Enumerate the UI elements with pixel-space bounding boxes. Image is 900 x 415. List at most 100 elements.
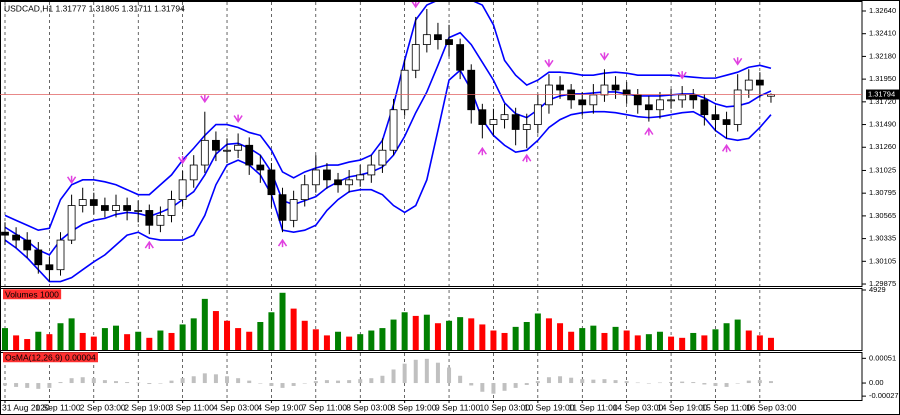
candle-body	[711, 114, 720, 121]
y-tick-label: 1.30105	[869, 256, 896, 265]
main-plot	[0, 2, 862, 286]
volume-bar	[501, 332, 508, 350]
osma-bar	[158, 383, 163, 384]
y-tick-label: 1.30335	[869, 234, 896, 243]
candle-body	[89, 199, 98, 206]
x-tick-label: 15 Sep 11:00	[701, 402, 751, 412]
signal-arrow	[66, 175, 77, 185]
osma-bar	[624, 381, 629, 384]
volume-bar	[701, 335, 708, 350]
candle-body	[167, 199, 176, 216]
osma-bar	[502, 383, 507, 391]
signal-arrow	[721, 143, 732, 153]
osma-bar	[513, 383, 518, 388]
candle-body	[367, 164, 376, 176]
osma-bar	[724, 383, 729, 387]
volume-bar	[401, 312, 408, 350]
volume-bar	[668, 336, 675, 350]
candle-body	[134, 210, 143, 212]
osma-bar	[546, 377, 551, 384]
candle-body	[234, 144, 243, 151]
osma-bar	[768, 381, 773, 384]
volume-bar	[235, 328, 242, 350]
volume-bar	[590, 325, 597, 350]
y-tick-label: 0.00051	[869, 353, 896, 362]
candle-body	[644, 104, 653, 111]
y-tick-label: 1.30565	[869, 211, 896, 220]
osma-bar	[236, 378, 241, 384]
candle-body	[289, 199, 298, 221]
osma-bar	[435, 362, 440, 384]
osma-bar	[313, 381, 318, 384]
candle-body	[445, 39, 453, 45]
candle-body	[578, 99, 587, 106]
last-price-box	[866, 89, 899, 100]
volume-bar	[579, 328, 586, 350]
candle-body	[156, 214, 165, 226]
volume-bar	[1, 328, 8, 350]
candle-body	[422, 34, 431, 45]
candle-body	[611, 84, 620, 91]
candle-body	[511, 114, 520, 130]
last-price-label: 1.31794	[868, 90, 895, 99]
osma-bar	[646, 383, 651, 384]
osma-bar	[202, 373, 207, 384]
bollinger-middle	[4, 31, 772, 256]
volume-bar	[179, 324, 186, 350]
volume-bar	[357, 334, 364, 350]
osma-bar	[169, 380, 174, 384]
volume-bar	[13, 335, 20, 350]
volume-bar	[468, 318, 475, 350]
volume-bar	[446, 320, 453, 350]
volume-bar	[335, 331, 342, 350]
volume-bar	[457, 317, 464, 350]
signal-arrow	[677, 71, 687, 80]
candle-body	[345, 179, 354, 186]
signal-arrow	[733, 57, 743, 66]
candle-body	[600, 84, 609, 96]
volume-bar	[24, 339, 31, 350]
y-tick-label: 4929	[869, 285, 886, 294]
osma-bar	[447, 367, 452, 384]
volume-bar	[557, 323, 564, 350]
osma-bar	[413, 359, 418, 384]
osma-bar	[735, 383, 740, 384]
volume-bar	[79, 332, 86, 350]
candle-body	[67, 205, 76, 241]
y-tick-label: 1.31720	[869, 97, 896, 106]
candle-body	[678, 94, 687, 101]
volume-bar	[390, 319, 397, 350]
candle-body	[356, 174, 365, 181]
x-tick-label: 2 Sep 19:00	[124, 402, 170, 412]
osma-bar	[558, 376, 563, 384]
candle-body	[434, 34, 442, 41]
candle-body	[212, 139, 220, 151]
candle-body	[411, 44, 420, 71]
oscillator-panel	[0, 352, 863, 401]
volume-bar	[679, 337, 686, 350]
volume-bar	[690, 332, 697, 350]
candle-body	[145, 210, 154, 226]
osma-bar	[591, 379, 596, 384]
y-tick-label: 1.32410	[869, 29, 896, 38]
candle-body	[200, 139, 209, 166]
volume-bar	[46, 334, 53, 350]
main-panel	[0, 1, 863, 287]
candle-body	[378, 149, 387, 166]
candle-body	[1, 231, 9, 236]
osma-bar	[702, 383, 707, 385]
candle-body	[533, 104, 542, 125]
candle-body	[78, 199, 87, 206]
volume-bar	[568, 331, 575, 350]
x-tick-label: 11 Sep 11:00	[568, 402, 618, 412]
candle-body	[744, 79, 753, 91]
candle-body	[112, 205, 120, 211]
osma-bar	[380, 375, 385, 384]
osma-bar	[336, 380, 341, 384]
osma-bar	[391, 369, 396, 384]
osma-bar	[669, 382, 674, 384]
volume-bar	[712, 329, 719, 350]
candle-body	[522, 124, 531, 130]
volume-bar	[723, 323, 730, 350]
